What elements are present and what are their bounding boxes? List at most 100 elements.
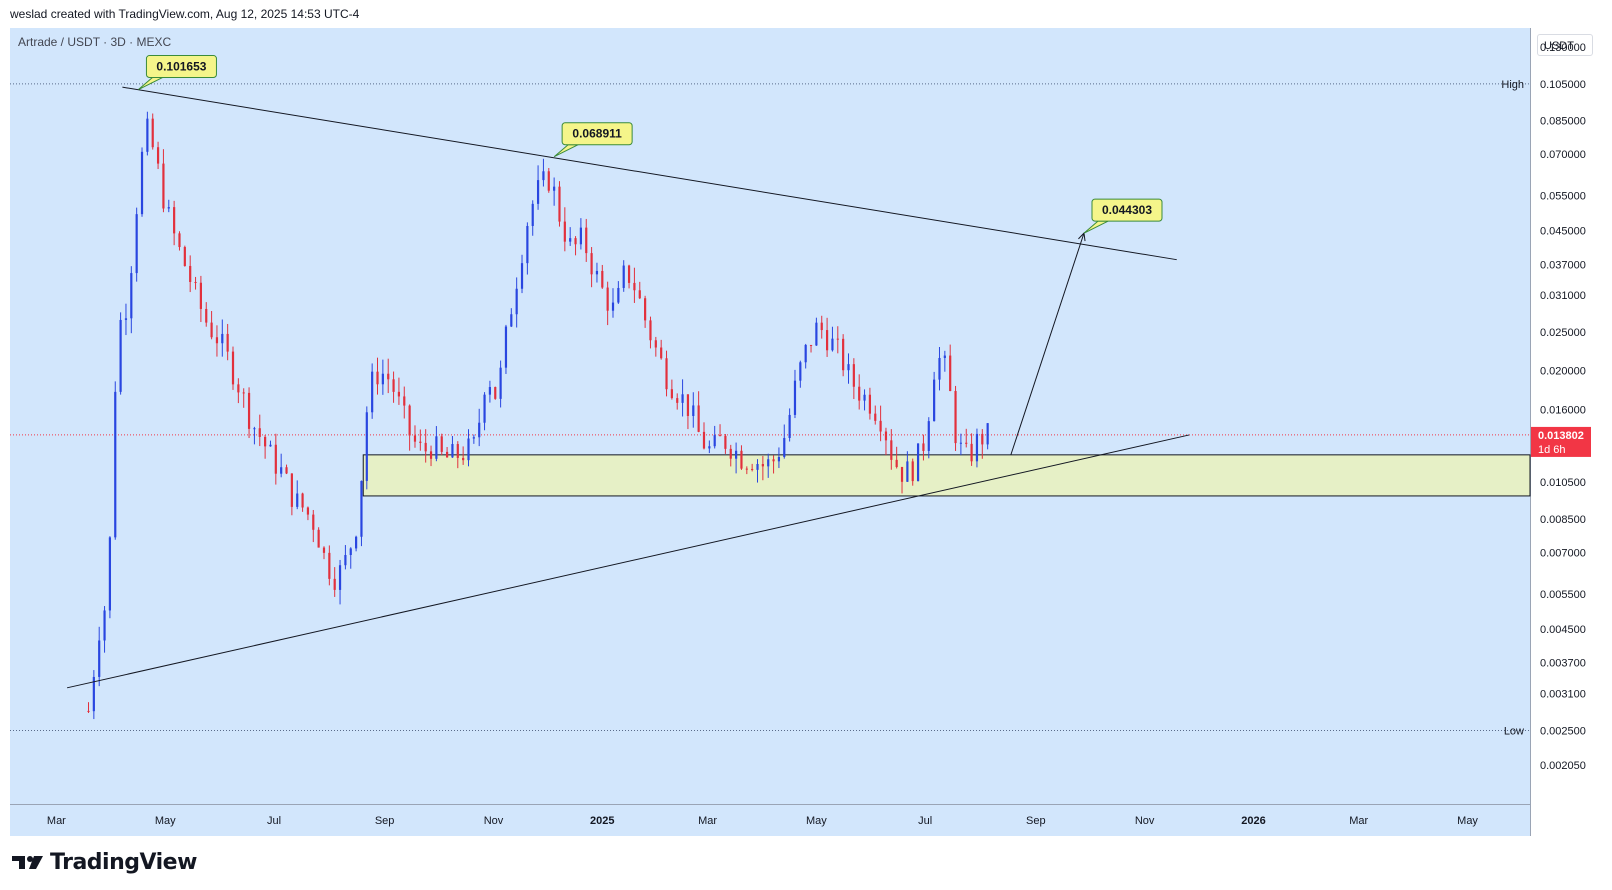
candle-body — [317, 529, 320, 548]
candle-body — [247, 392, 251, 429]
candle-body — [558, 186, 561, 222]
candle-body — [729, 448, 732, 459]
candle-body — [114, 391, 117, 538]
candle-body — [156, 147, 160, 164]
candle-body — [906, 461, 909, 482]
callout-pointer — [553, 144, 579, 158]
candle-body — [745, 468, 748, 470]
support-zone — [362, 454, 1531, 497]
candle-body — [322, 547, 326, 553]
y-tick-label: 0.055000 — [1540, 191, 1586, 203]
x-tick-label: Sep — [375, 815, 395, 827]
y-tick-label: 0.025000 — [1540, 327, 1586, 339]
currency-button[interactable]: USDT — [1537, 34, 1593, 56]
candle-body — [617, 287, 620, 303]
candle-body — [569, 238, 572, 242]
candle-body — [542, 171, 545, 181]
candle-body — [884, 431, 888, 441]
candle-body — [435, 436, 438, 459]
candle-body — [938, 357, 941, 380]
price-callout: 0.044303 — [1083, 198, 1163, 234]
plot-area[interactable] — [10, 28, 1530, 804]
candle-body — [301, 493, 304, 508]
candle-body — [793, 380, 797, 415]
candle-body — [189, 265, 192, 282]
candle-body — [488, 387, 492, 395]
candle-body — [478, 422, 481, 438]
last-price-tag — [1531, 426, 1591, 457]
candle-body — [274, 444, 277, 474]
candle-body — [269, 444, 272, 447]
callout-box — [1091, 198, 1163, 222]
candle-body — [173, 207, 176, 234]
tradingview-logo-icon — [12, 855, 43, 869]
tradingview-logo: TradingView — [12, 850, 197, 875]
y-tick-label: 0.105000 — [1540, 79, 1586, 91]
candle-body — [756, 463, 759, 470]
candle-body — [627, 265, 631, 283]
tradingview-wordmark: TradingView — [50, 850, 197, 875]
x-tick-label: Sep — [1026, 815, 1046, 827]
candle-body — [724, 435, 727, 449]
candle-body — [392, 379, 395, 392]
candle-body — [858, 386, 861, 401]
candle-body — [788, 414, 791, 438]
x-tick-label: May — [155, 815, 176, 827]
candle-body — [381, 373, 384, 385]
candle-body — [638, 290, 641, 299]
y-tick-label: 0.002500 — [1540, 726, 1586, 738]
candle-body — [333, 578, 336, 590]
candle-body — [355, 536, 358, 549]
candle-body — [890, 440, 893, 460]
candle-body — [103, 610, 106, 641]
candle-body — [178, 233, 181, 248]
candle-body — [697, 405, 700, 432]
candle-body — [761, 463, 764, 467]
candle-body — [622, 265, 625, 288]
candle-body — [499, 367, 502, 399]
candle-body — [371, 371, 374, 413]
symbol-legend: Artrade / USDT · 3D · MEXC — [18, 35, 172, 49]
candle-body — [836, 338, 839, 340]
y-tick-label: 0.010500 — [1540, 477, 1586, 489]
candle-body — [87, 710, 90, 712]
candle-body — [927, 421, 930, 451]
candle-body — [922, 443, 925, 451]
candle-body — [595, 270, 599, 275]
y-tick-label: 0.037000 — [1540, 259, 1586, 271]
candle-body — [440, 436, 443, 452]
candle-body — [863, 394, 866, 401]
y-tick-label: 0.070000 — [1540, 149, 1586, 161]
candle-body — [751, 468, 754, 470]
candle-body — [975, 433, 979, 462]
candle-body — [809, 344, 813, 346]
candle-body — [670, 389, 673, 399]
candle-body — [879, 420, 882, 432]
candle-body — [124, 318, 128, 320]
candle-body — [419, 441, 422, 443]
candle-body — [799, 362, 802, 381]
candle-body — [108, 537, 112, 611]
candle-body — [986, 423, 989, 445]
candle-body — [413, 435, 417, 442]
y-tick-label: 0.008500 — [1540, 514, 1586, 526]
time-axis[interactable] — [10, 804, 1530, 836]
candle-body — [264, 436, 267, 447]
candle-body — [92, 676, 95, 712]
candle-body — [847, 364, 850, 371]
callout-box — [561, 122, 633, 146]
candle-body — [970, 443, 973, 462]
candle-body — [387, 373, 390, 380]
candle-body — [194, 281, 197, 283]
candle-body — [526, 225, 529, 264]
candle-body — [585, 227, 588, 254]
candle-body — [660, 347, 663, 359]
candle-body — [900, 467, 904, 482]
x-tick-label: 2026 — [1241, 815, 1265, 827]
x-tick-label: Nov — [484, 815, 504, 827]
candle-body — [708, 446, 711, 449]
candle-body — [135, 214, 138, 274]
candle-body — [312, 514, 315, 530]
candle-body — [820, 322, 823, 331]
